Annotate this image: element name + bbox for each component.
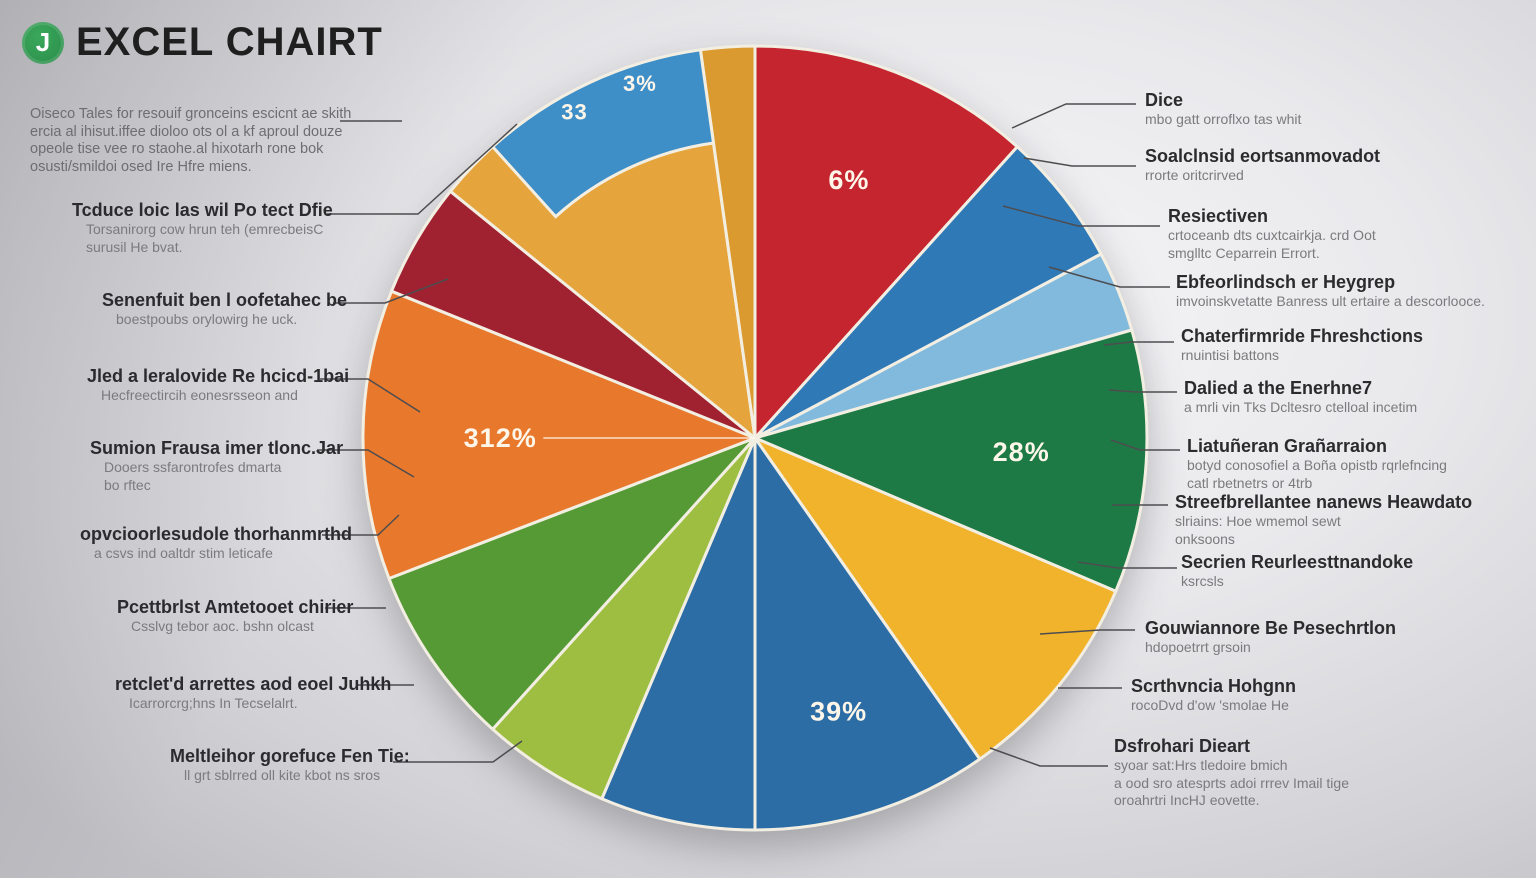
pie-slice-blue-b	[600, 436, 757, 832]
intro-line: Oiseco Tales for resouif gronceins escic…	[30, 106, 352, 122]
excel-logo-icon: J	[22, 21, 64, 64]
callout-right-3: Resiectiven crtoceanb dts cuxtcairkja. c…	[1168, 206, 1376, 262]
callout-right-9: Secrien Reurleesttnandoke ksrcsls	[1181, 552, 1413, 591]
callout-right-4: Ebfeorlindsch er Heygrep imvoinskvetatte…	[1176, 272, 1485, 311]
callout-text: ksrcsls	[1181, 573, 1224, 589]
callout-title: Soalclnsid eortsanmovadot	[1145, 146, 1381, 166]
callout-right-10: Gouwiannore Be Pesechrtlon hdopoetrrt gr…	[1145, 618, 1396, 657]
pie-slice-blue-a	[753, 436, 982, 832]
intro-line: ercia al ihisut.iffee dioloo ots ol a kf…	[30, 123, 343, 140]
callout-title: Scrthvncia Hohgnn	[1131, 676, 1297, 696]
callout-text: bo rftec	[104, 476, 151, 493]
callout-title: Dsfrohari Dieart	[1114, 736, 1251, 756]
callout-right-6: Dalied a the Enerhne7 a mrli vin Tks Dcl…	[1184, 378, 1417, 417]
pie-slice-label-blue-a: 39%	[810, 697, 867, 727]
callout-title: Senenfuit ben l oofetahec be	[102, 290, 348, 310]
callout-title: Dice	[1145, 90, 1184, 110]
logo-glyph: J	[35, 27, 51, 57]
callout-title: Chaterfirmride Fhreshctions	[1181, 326, 1424, 346]
intro-paragraph: Oiseco Tales for resouif gronceins escic…	[30, 106, 360, 176]
pie-slice-green-mid	[387, 436, 757, 731]
pie-slice-label-red: 6%	[828, 165, 869, 195]
callout-left-5: opvcioorlesudole thorhanmrthd a csvs ind…	[80, 524, 352, 563]
callout-right-2: Soalclnsid eortsanmovadot rrorte oritcri…	[1145, 146, 1380, 185]
callout-text: botyd conosofiel a Boña opistb rqrlefnci…	[1187, 457, 1447, 473]
callout-title: Meltleihor gorefuce Fen Tie:	[170, 746, 410, 766]
callout-right-5: Chaterfirmride Fhreshctions rnuintisi ba…	[1181, 326, 1423, 365]
intro-line: osusti/smildoi osed Ire Hfre miens.	[30, 158, 252, 175]
callout-text: crtoceanb dts cuxtcairkja. crd Oot	[1168, 227, 1376, 243]
callout-text: rnuintisi battons	[1181, 347, 1280, 363]
pie-slice-yellow	[753, 436, 1118, 761]
header: J EXCEL CHAIRT	[22, 20, 383, 65]
callout-left-6: Pcettbrlst Amtetooet chirier Csslvg tebo…	[117, 597, 353, 636]
callout-text: boestpoubs orylowirg he uck.	[116, 311, 298, 327]
callout-right-7: Liatuñeran Grañarraion botyd conosofiel …	[1187, 436, 1447, 492]
callout-text: a mrli vin Tks Dcltesro ctelloal incetim	[1184, 399, 1418, 415]
callout-text: Dooers ssfarontrofes dmarta	[104, 459, 282, 475]
callout-text: smglltc Ceparrein Errort.	[1168, 244, 1320, 261]
callout-title: Secrien Reurleesttnandoke	[1181, 552, 1414, 572]
pie-slice-red	[753, 44, 1019, 440]
callout-text: catl rbetnetrs or 4trb	[1187, 474, 1313, 491]
pie-slice-label-dark-green: 28%	[993, 437, 1050, 467]
callout-left-4: Sumion Frausa imer tlonc.Jar Dooers ssfa…	[90, 438, 343, 494]
pie-slice-orange	[361, 289, 757, 580]
callout-left-3: Jled a leralovide Re hcicd-1bai Hecfreec…	[87, 366, 349, 405]
callout-left-7: retclet'd arrettes aod eoel Juhkh Icarro…	[115, 674, 391, 713]
callout-title: Tcduce loic las wil Po tect Dfie	[72, 200, 333, 220]
callout-text: Icarrorcrg;hns In Tecselalrt.	[129, 695, 298, 711]
callout-title: Gouwiannore Be Pesechrtlon	[1145, 618, 1397, 638]
callout-text: rrorte oritcrirved	[1145, 167, 1244, 183]
callout-text: Torsanirorg cow hrun teh (emrecbeisC	[86, 221, 324, 237]
pie-arc-band-blue-band	[490, 48, 716, 219]
callout-title: Dalied a the Enerhne7	[1184, 378, 1373, 398]
pie-slice-label-orange: 312%	[464, 423, 537, 453]
arc-band-label: 3%	[623, 71, 657, 96]
intro-line: opeole tise vee ro staohe.al hixotarh ro…	[30, 141, 324, 157]
callout-title: Ebfeorlindsch er Heygrep	[1176, 272, 1396, 292]
callout-text: a ood sro atesprts adoi rrrev Imail tige	[1114, 774, 1349, 791]
callout-left-8: Meltleihor gorefuce Fen Tie: ll grt sblr…	[170, 746, 410, 785]
callout-text: slriains: Hoe wmemol sewt	[1175, 513, 1341, 529]
callout-left-1: Tcduce loic las wil Po tect Dfie Torsani…	[72, 200, 333, 256]
callout-right-1: Dice mbo gatt orroflxo tas whit	[1145, 90, 1301, 129]
callout-right-12: Dsfrohari Dieart syoar sat:Hrs tledoire …	[1114, 736, 1349, 810]
callout-text: Hecfreectircih eonesrsseon and	[101, 387, 298, 403]
callout-text: Csslvg tebor aoc. bshn olcast	[131, 618, 314, 634]
callout-text: imvoinskvetatte Banress ult ertaire a de…	[1176, 293, 1485, 309]
callout-title: Sumion Frausa imer tlonc.Jar	[90, 438, 344, 458]
callout-right-8: Streefbrellantee nanews Heawdato slriain…	[1175, 492, 1472, 548]
callout-text: a csvs ind oaltdr stim leticafe	[94, 545, 273, 561]
callout-title: Jled a leralovide Re hcicd-1bai	[87, 366, 350, 386]
callout-title: Liatuñeran Grañarraion	[1187, 436, 1388, 456]
page-title: EXCEL CHAIRT	[76, 20, 383, 64]
callout-text: rocoDvd d'ow 'smolae He	[1131, 697, 1289, 713]
pie-slice-dark-green	[753, 328, 1149, 593]
callout-title: Streefbrellantee nanews Heawdato	[1175, 492, 1473, 512]
callout-text: mbo gatt orroflxo tas whit	[1145, 111, 1302, 127]
callout-text: syoar sat:Hrs tledoire bmich	[1114, 757, 1288, 773]
arc-band-label: 33	[561, 99, 587, 124]
callout-title: opvcioorlesudole thorhanmrthd	[80, 524, 353, 544]
callout-title: retclet'd arrettes aod eoel Juhkh	[115, 674, 392, 694]
callout-text: oroahrtri IncHJ eovette.	[1114, 792, 1260, 808]
callout-text: onksoons	[1175, 530, 1235, 547]
callout-title: Resiectiven	[1168, 206, 1269, 226]
callout-title: Pcettbrlst Amtetooet chirier	[117, 597, 354, 617]
callout-text: surusil He bvat.	[86, 238, 183, 255]
callout-left-2: Senenfuit ben l oofetahec be boestpoubs …	[102, 290, 347, 329]
callout-text: hdopoetrrt grsoin	[1145, 639, 1251, 655]
pie-slice-blue-med	[753, 145, 1103, 440]
callout-text: ll grt sblrred oll kite kbot ns sros	[184, 767, 381, 783]
callout-right-11: Scrthvncia Hohgnn rocoDvd d'ow 'smolae H…	[1131, 676, 1296, 715]
